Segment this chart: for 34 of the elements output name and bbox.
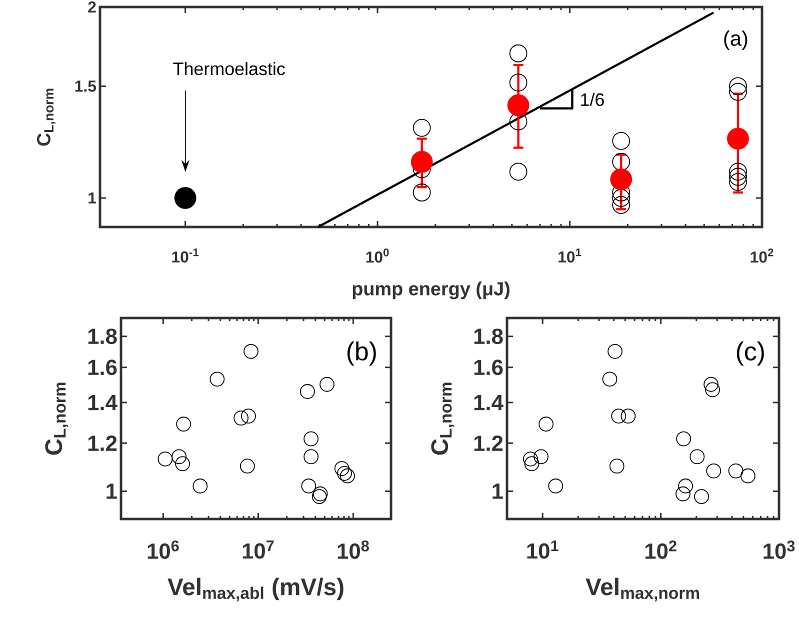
y-axis-title: C$_{L,norm}$	[37, 88, 56, 146]
y-tick-label: 1.4	[474, 395, 504, 410]
y-tick-label: 1.2	[88, 436, 117, 451]
x-tick-label: 10$^{-1}$	[172, 248, 199, 263]
y-tick-label: 1.2	[474, 436, 503, 451]
x-axis-title: Vel$_{max,abl}$ (mV/s)	[168, 578, 344, 602]
y-tick-label: 2	[88, 1, 96, 13]
x-tick-label: 10$^{1}$	[527, 540, 558, 559]
x-tick-label: 10$^{0}$	[366, 248, 389, 263]
y-tick-label: 1.6	[88, 360, 117, 376]
y-tick-label: 1.8	[88, 328, 117, 344]
x-tick-label: 10$^{6}$	[148, 540, 179, 559]
y-tick-label: 1	[88, 192, 96, 204]
y-tick-label: 1	[106, 484, 117, 499]
x-tick-label: 10$^{2}$	[645, 540, 676, 559]
y-tick-label: 1.5	[75, 80, 96, 92]
annotation: (b)	[347, 342, 376, 366]
annotation: (c)	[736, 342, 764, 366]
y-tick-label: 1	[492, 484, 503, 499]
x-axis-title: Vel$_{max,norm}$	[586, 578, 699, 602]
y-axis-title: C$_{L,norm}$	[45, 382, 68, 455]
y-tick-label: 1.6	[474, 360, 503, 376]
annotation: (a)	[724, 30, 748, 50]
annotation: 1/6	[581, 92, 604, 106]
x-axis-title: pump energy (μJ)	[352, 282, 510, 300]
x-tick-label: 10$^{7}$	[242, 540, 274, 559]
y-tick-label: 1.8	[474, 328, 503, 344]
y-tick-label: 1.4	[88, 395, 118, 410]
x-tick-label: 10$^{1}$	[558, 248, 582, 263]
y-axis-title: C$_{L,norm}$	[431, 382, 454, 455]
annotation: Thermoelastic	[173, 62, 285, 76]
x-tick-label: 10$^{8}$	[338, 540, 369, 559]
x-tick-label: 10$^{2}$	[750, 248, 774, 263]
x-tick-label: 10$^{3}$	[764, 540, 795, 559]
